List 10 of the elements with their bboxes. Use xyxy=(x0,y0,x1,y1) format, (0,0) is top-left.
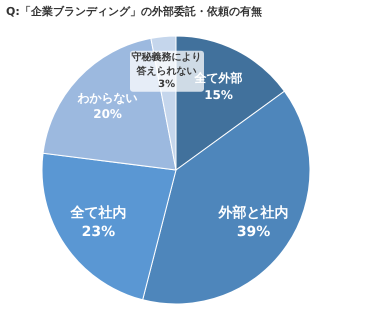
data-label: 20% xyxy=(93,106,122,121)
slice-label: 守秘義務により答えられない xyxy=(132,52,202,77)
data-label: 39% xyxy=(236,224,270,240)
data-label: 3% xyxy=(158,79,176,90)
chart-title: Q:「企業ブランディング」の外部委託・依頼の有無 xyxy=(6,4,262,19)
data-label: 15% xyxy=(204,87,233,102)
slice-label: 外部と社内 xyxy=(218,204,289,221)
slice-label: わからない xyxy=(78,90,138,105)
data-label: 23% xyxy=(82,224,116,240)
slice-label: 全て社内 xyxy=(70,204,126,221)
